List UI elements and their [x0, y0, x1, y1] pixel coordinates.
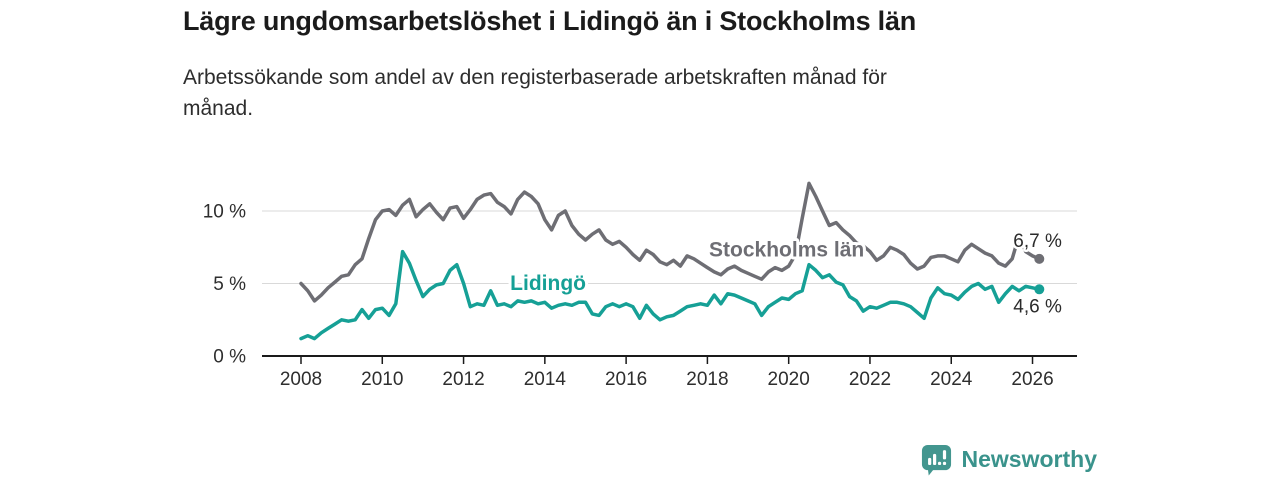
x-axis-tick-label: 2012 — [442, 369, 484, 390]
x-axis-tick-label: 2008 — [280, 369, 322, 390]
series-end-value-label-stockholms-lan: 6,7 % — [1013, 231, 1062, 252]
x-axis-tick-label: 2016 — [605, 369, 647, 390]
newsworthy-logo-icon — [921, 444, 951, 476]
line-chart-canvas: 0 % 5 % 10 % 2008 2010 2012 2014 2016 2018 2020 20… — [203, 181, 1077, 390]
line-chart: 0 % 5 % 10 % 2008 2010 2012 2014 2016 2018 2020 20… — [180, 168, 1095, 400]
series-name-label-lidingo: Lidingö — [510, 272, 586, 295]
y-axis-tick-label: 0 % — [213, 347, 246, 368]
chart-subtitle-line-2: månad. — [183, 97, 254, 120]
chart-subtitle-line-1: Arbetssökande som andel av den registerb… — [183, 66, 887, 89]
x-axis-tick-label: 2018 — [686, 369, 728, 390]
series-line-lidingo — [299, 249, 1042, 341]
y-axis-tick-label: 10 % — [203, 202, 246, 223]
y-axis-tick-label: 5 % — [213, 274, 246, 295]
newsworthy-brand-link[interactable]: Newsworthy — [920, 443, 1097, 476]
page-title: Lägre ungdomsarbetslöshet i Lidingö än i… — [183, 6, 917, 36]
series-line-stockholms-lan — [299, 181, 1042, 303]
newsworthy-brand-name: Newsworthy — [961, 446, 1097, 472]
series-end-value-label-lidingo: 4,6 % — [1013, 296, 1062, 317]
series-end-dot-stockholms-lan — [1034, 253, 1045, 264]
x-axis-tick-label: 2024 — [930, 369, 973, 390]
x-axis-tick-label: 2022 — [849, 369, 891, 390]
x-axis-tick-label: 2014 — [524, 369, 567, 390]
series-name-label-stockholms-lan: Stockholms län — [709, 239, 864, 262]
series-end-dot-lidingo — [1034, 284, 1045, 295]
x-axis-tick-label: 2026 — [1011, 369, 1053, 390]
x-axis-tick-label: 2010 — [361, 369, 403, 390]
chart-subtitle: Arbetssökande som andel av den registerb… — [183, 62, 1023, 124]
x-axis-tick-label: 2020 — [768, 369, 810, 390]
